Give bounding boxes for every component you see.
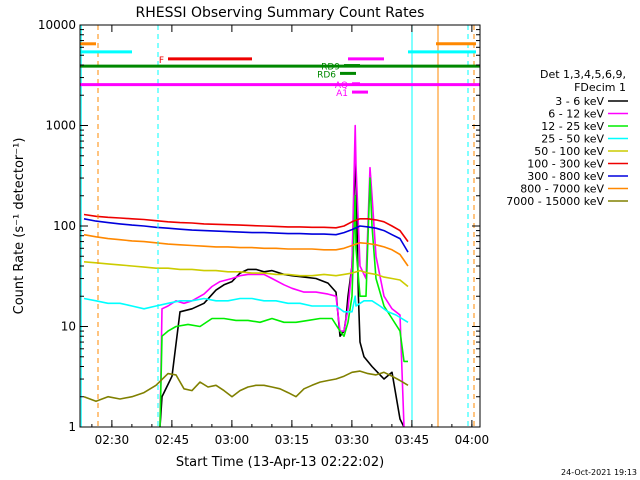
legend-label-100-300-kev: 100 - 300 keV [527,158,604,171]
flag-label-rd6: RD6 [317,70,336,80]
legend-header-1: Det 1,3,4,5,6,9, [540,68,626,81]
flag-label-aq: AQ [335,81,348,91]
legend-label-50-100-kev: 50 - 100 keV [534,145,604,158]
series-line-3-6-kev [159,155,405,427]
legend-label-7000-15000-kev: 7000 - 15000 keV [506,195,604,208]
legend-header-2: FDecim 1 [574,81,626,94]
series-line-6-12-kev [159,124,405,427]
legend-label-25-50-kev: 25 - 50 keV [541,133,604,146]
series-line-100-300-kev [83,213,409,243]
flag-label-f: F [159,56,164,66]
x-tick-label-03-30: 03:30 [335,433,370,447]
y-axis: 1 10 100 1000 10000 [38,18,480,434]
series-line-25-50-kev [83,295,409,323]
flag-label-s: S [70,41,76,51]
series-line-300-800-kev [83,218,409,253]
flag-label-n: N [69,49,76,59]
x-tick-label-02-30: 02:30 [95,433,130,447]
series-line-7000-15000-kev [83,370,409,403]
series-line-50-100-kev [83,261,409,288]
y-axis-label: Count Rate (s⁻¹ detector⁻¹) [12,138,27,315]
x-tick-label-03-00: 03:00 [215,433,250,447]
legend-label-3-6-kev: 3 - 6 keV [555,95,604,108]
y-tick-label-1000: 1000 [45,119,76,133]
flag-label-a1: A1 [336,89,348,99]
legend-label-800-7000-kev: 800 - 7000 keV [520,183,604,196]
y-tick-label-100: 100 [53,219,76,233]
y-tick-label-10: 10 [61,320,76,334]
legend-label-300-800-kev: 300 - 800 keV [527,170,604,183]
series-layer [83,124,409,427]
series-line-800-7000-kev [83,233,409,267]
x-tick-label-03-45: 03:45 [395,433,430,447]
x-axis: 02:30 02:45 03:00 03:15 03:30 03:45 04:00 [91,25,490,447]
x-tick-label-04-00: 04:00 [455,433,490,447]
legend-label-6-12-kev: 6 - 12 keV [548,108,604,121]
series-line-12-25-kev [159,177,408,427]
footer-timestamp: 24-Oct-2021 19:13 [561,468,637,477]
legend-label-12-25-kev: 12 - 25 keV [541,120,604,133]
x-tick-label-02-45: 02:45 [155,433,190,447]
chart-title: RHESSI Observing Summary Count Rates [136,5,425,21]
x-axis-label: Start Time (13-Apr-13 02:22:02) [176,455,384,470]
x-tick-label-03-15: 03:15 [275,433,310,447]
flag-label-rd9: RD9 [321,63,340,73]
y-tick-label-10000: 10000 [38,18,76,32]
y-tick-label-1: 1 [68,420,76,434]
